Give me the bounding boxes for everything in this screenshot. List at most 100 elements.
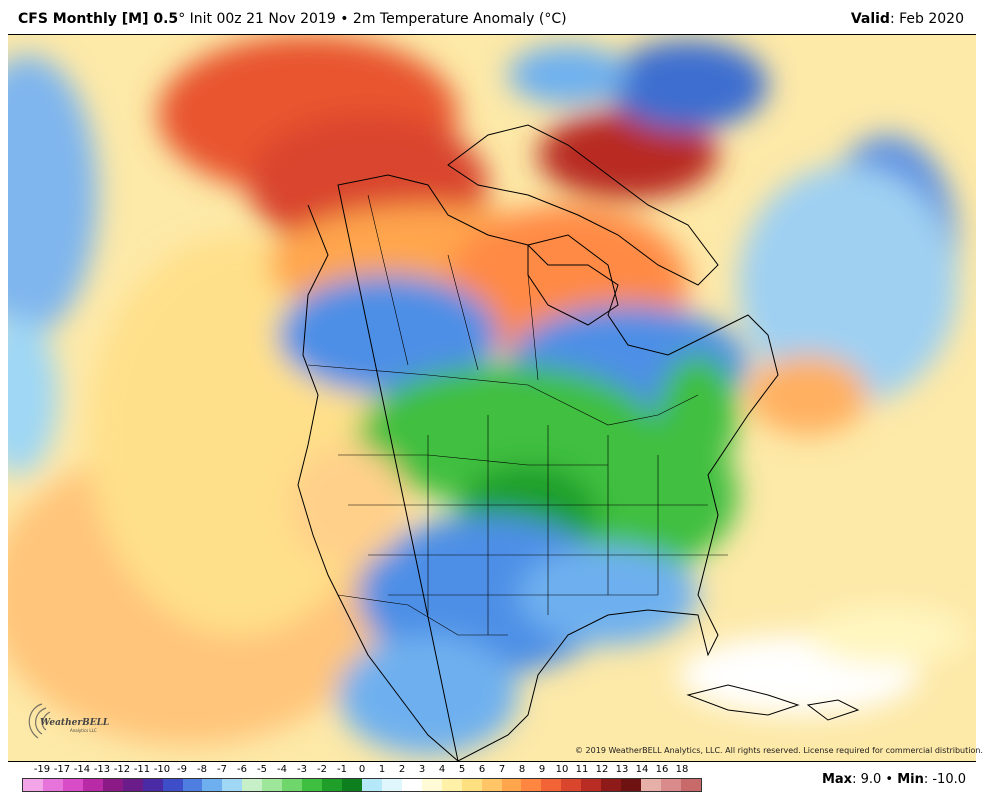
- degree-symbol: °: [178, 11, 186, 27]
- colorbar-tick-label: -3: [297, 764, 307, 775]
- map-title: CFS Monthly [M] 0.5° Init 00z 21 Nov 201…: [18, 11, 567, 27]
- colorbar-swatch: [23, 779, 43, 791]
- colorbar-swatch: [142, 779, 163, 791]
- political-borders: [307, 194, 728, 636]
- colorbar-tick-label: -12: [113, 764, 131, 775]
- colorbar-tick-label: 8: [518, 764, 526, 775]
- min-label: Min: [897, 772, 924, 787]
- colorbar-tick-label: 13: [615, 764, 629, 775]
- colorbar-swatch: [521, 779, 542, 791]
- max-min-stats: Max: 9.0 • Min: -10.0: [822, 772, 966, 787]
- min-value: : -10.0: [923, 772, 966, 787]
- stats-separator: •: [881, 772, 898, 787]
- colorbar-swatch: [282, 779, 303, 791]
- colorbar-tick-label: 4: [438, 764, 446, 775]
- colorbar-swatch: [601, 779, 622, 791]
- colorbar-swatch: [122, 779, 143, 791]
- max-value: : 9.0: [852, 772, 882, 787]
- colorbar-tick-label: -17: [53, 764, 71, 775]
- colorbar-tick-label: 3: [418, 764, 426, 775]
- header: CFS Monthly [M] 0.5° Init 00z 21 Nov 201…: [0, 0, 984, 34]
- temperature-anomaly-map: [8, 34, 976, 762]
- colorbar-swatch: [322, 779, 342, 791]
- colorbar-swatch: [661, 779, 681, 791]
- colorbar-swatch: [421, 779, 442, 791]
- colorbar-swatch: [581, 779, 602, 791]
- colorbar-swatch: [561, 779, 582, 791]
- colorbar-tick-label: -13: [93, 764, 111, 775]
- colorbar-swatch: [302, 779, 323, 791]
- logo-wordmark: WeatherBELL: [40, 718, 109, 728]
- colorbar-tick-label: -11: [133, 764, 151, 775]
- hispaniola: [806, 699, 860, 721]
- colorbar-tick-label: 0: [358, 764, 366, 775]
- colorbar-tick-label: 18: [675, 764, 689, 775]
- colorbar-legend: -19 -17 -14 -13 -12 -11 -10 -9 -8 -7 -6 -5 -4 -3 -2 -1 0…: [22, 764, 702, 804]
- colorbar-swatch: [262, 779, 283, 791]
- arctic-islands: [447, 124, 719, 286]
- colorbar-tick-label: -19: [33, 764, 51, 775]
- init-time: Init 00z 21 Nov 2019: [185, 11, 336, 27]
- colorbar-swatches: [22, 778, 702, 792]
- colorbar-tick-label: -4: [277, 764, 287, 775]
- mexico-border: [337, 594, 508, 636]
- colorbar-swatch: [621, 779, 642, 791]
- colorbar-swatch: [501, 779, 522, 791]
- hudson-bay: [527, 234, 619, 326]
- colorbar-tick-label: 9: [538, 764, 546, 775]
- colorbar-tick-label: -5: [257, 764, 267, 775]
- colorbar-tick-label: 12: [595, 764, 609, 775]
- colorbar-swatch: [381, 779, 402, 791]
- colorbar-tick-label: 1: [378, 764, 386, 775]
- colorbar-swatch: [202, 779, 223, 791]
- province-borders: [367, 194, 539, 381]
- colorbar-tick-label: -9: [177, 764, 187, 775]
- valid-label: Valid: [850, 11, 890, 27]
- colorbar-swatch: [361, 779, 382, 791]
- colorbar-swatch: [541, 779, 562, 791]
- colorbar-tick-label: 11: [575, 764, 589, 775]
- colorbar-tick-label: -6: [237, 764, 247, 775]
- colorbar-swatch: [641, 779, 661, 791]
- model-name: CFS Monthly [M] 0.5: [18, 11, 179, 27]
- coastlines: [297, 124, 860, 761]
- valid-time: Valid: Feb 2020: [851, 11, 964, 27]
- title-bullet: •: [335, 11, 353, 27]
- colorbar-tick-label: -7: [217, 764, 227, 775]
- colorbar-swatch: [102, 779, 123, 791]
- colorbar-swatch: [42, 779, 63, 791]
- copyright-notice: © 2019 WeatherBELL Analytics, LLC. All r…: [575, 746, 983, 755]
- colorbar-tick-label: -2: [317, 764, 327, 775]
- colorbar-tick-label: 16: [655, 764, 669, 775]
- colorbar-swatch: [481, 779, 502, 791]
- colorbar-swatch: [401, 779, 422, 791]
- colorbar-swatch: [222, 779, 243, 791]
- weatherbell-logo: WeatherBELL Analytics LLC: [28, 703, 109, 739]
- cuba: [686, 684, 800, 716]
- colorbar-swatch: [162, 779, 183, 791]
- colorbar-tick-label: 5: [458, 764, 466, 775]
- colorbar-tick-label: -14: [73, 764, 91, 775]
- colorbar-swatch: [461, 779, 482, 791]
- state-borders: [338, 415, 728, 635]
- valid-value: : Feb 2020: [889, 11, 964, 27]
- colorbar-swatch: [441, 779, 462, 791]
- north-america-coast: [297, 174, 779, 761]
- colorbar-swatch: [242, 779, 263, 791]
- canada-us-border: [307, 364, 699, 426]
- colorbar-tick-label: -10: [153, 764, 171, 775]
- variable-name: 2m Temperature Anomaly (°C): [352, 11, 567, 27]
- colorbar-swatch: [182, 779, 203, 791]
- colorbar-swatch: [342, 779, 362, 791]
- max-label: Max: [821, 772, 853, 787]
- colorbar-tick-label: 6: [478, 764, 486, 775]
- colorbar-tick-label: -8: [197, 764, 207, 775]
- colorbar-tick-label: 10: [555, 764, 569, 775]
- colorbar-swatch: [62, 779, 83, 791]
- colorbar-tick-label: 2: [398, 764, 406, 775]
- colorbar-tick-label: 7: [498, 764, 506, 775]
- colorbar-swatch: [82, 779, 103, 791]
- logo-subtitle: Analytics LLC: [70, 728, 97, 733]
- colorbar-swatch: [680, 779, 701, 791]
- colorbar-tick-label: -1: [337, 764, 347, 775]
